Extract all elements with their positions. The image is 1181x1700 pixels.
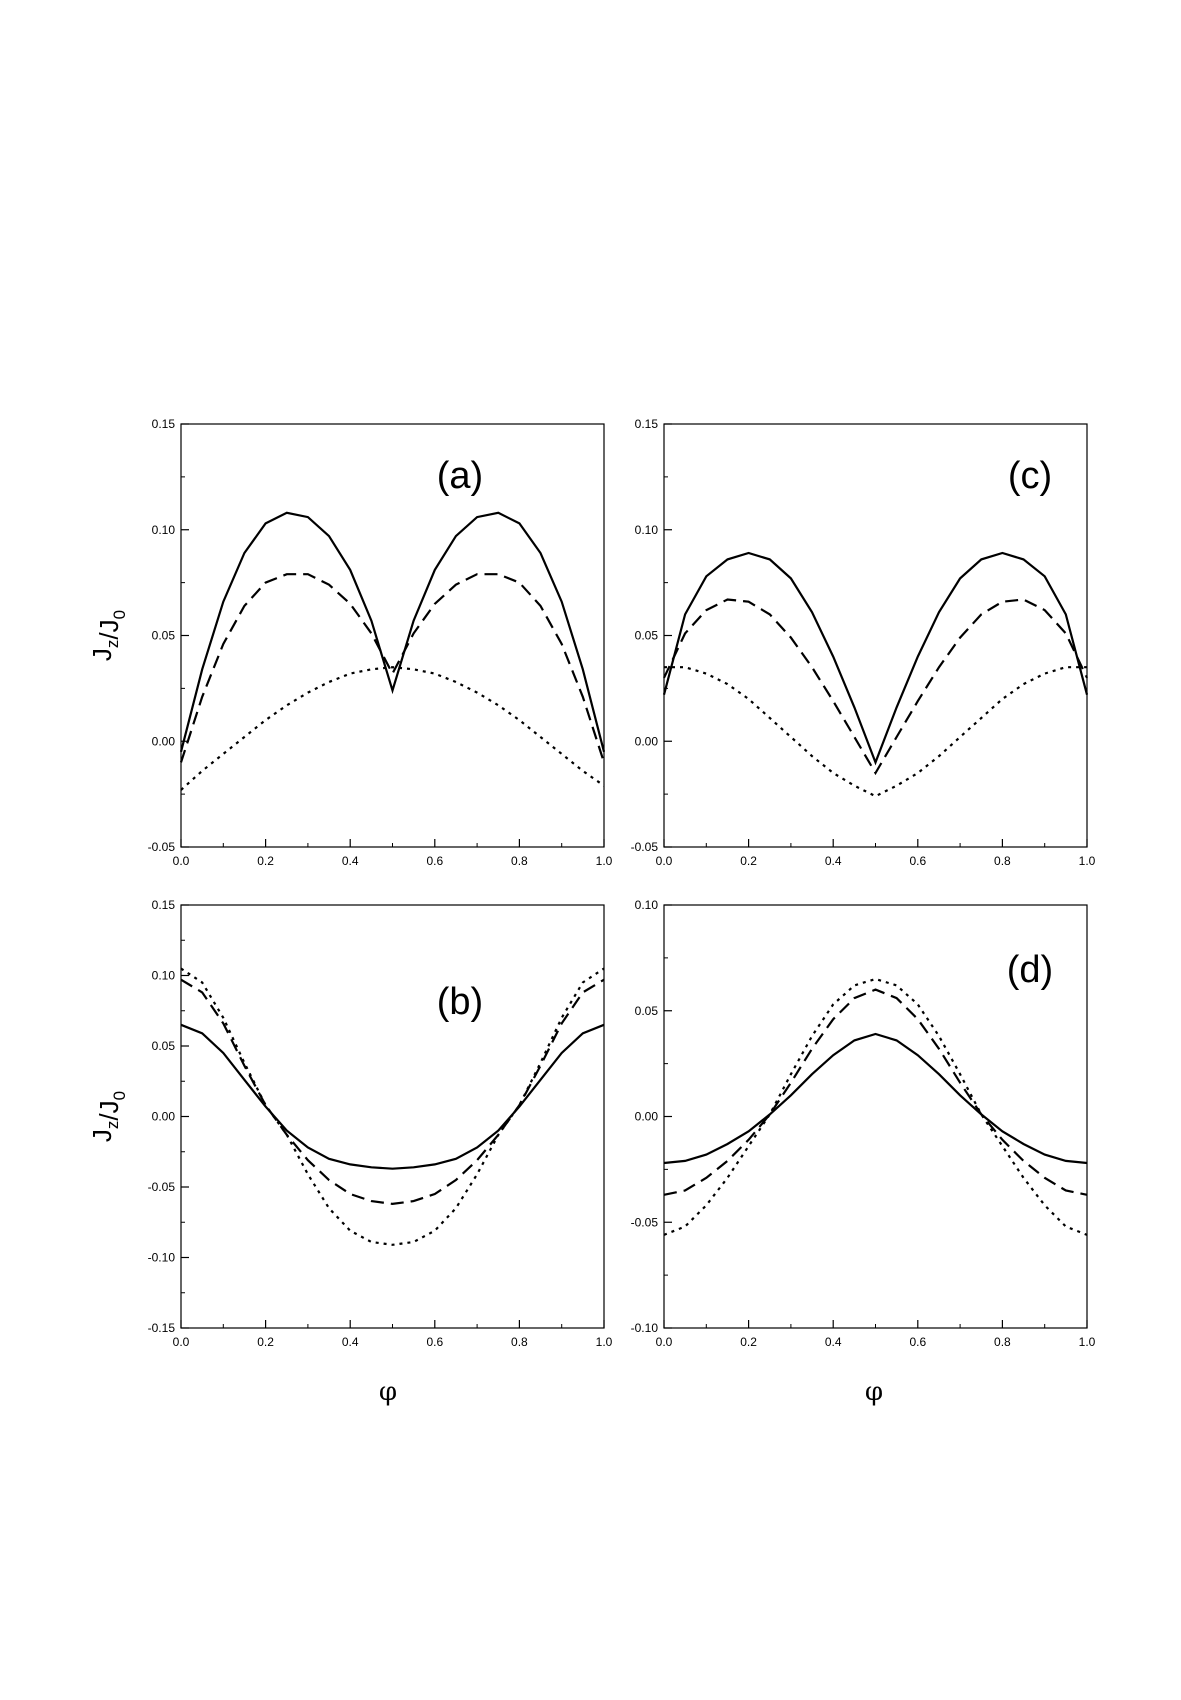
panel-c: -0.05 0.00 0.05 0.10 0.15 0.0 0.2 0.4 0.6 0.8 1.0 (… — [631, 417, 1096, 868]
panel-d: -0.10 -0.05 0.00 0.05 0.10 0.0 0.2 0.4 0.6 0.8 1.0… — [631, 898, 1096, 1407]
y-tick-label: 0.05 — [635, 1004, 659, 1018]
panel-label: (d) — [1007, 949, 1053, 991]
panel-label: (c) — [1008, 455, 1052, 497]
series-dashed — [180, 978, 605, 1206]
y-tick-label: 0.00 — [152, 1110, 176, 1124]
y-tick-label: 0.10 — [152, 523, 176, 537]
y-tick-label: 0.15 — [152, 417, 176, 431]
y-tick-label: 0.00 — [152, 734, 176, 748]
y-tick-label: -0.10 — [148, 1251, 176, 1265]
panel-label: (b) — [437, 981, 483, 1023]
x-tick-label: 0.6 — [909, 854, 926, 868]
x-tick-label: 0.2 — [257, 854, 274, 868]
y-tick-label: -0.05 — [631, 840, 659, 854]
x-tick-label: 0.8 — [511, 1335, 528, 1349]
x-tick-label: 1.0 — [1079, 854, 1096, 868]
y-tick-label: 0.05 — [152, 1039, 176, 1053]
x-tick-label: 0.4 — [825, 854, 842, 868]
y-tick-label: -0.15 — [148, 1321, 176, 1335]
y-tick-label: 0.05 — [152, 629, 176, 643]
panel-b: -0.15 -0.10 -0.05 0.00 0.05 0.10 0.15 0.0 0.2 0.4… — [87, 898, 613, 1407]
y-tick-label: -0.05 — [148, 840, 176, 854]
x-tick-label: 0.0 — [173, 1335, 190, 1349]
y-axis-title: Jz/J0 — [87, 1091, 129, 1142]
x-tick-label: 0.8 — [994, 854, 1011, 868]
y-axis-title: Jz/J0 — [87, 610, 129, 661]
series-dotted — [180, 666, 605, 791]
panel-label: (a) — [437, 455, 483, 497]
series-solid — [179, 511, 606, 753]
x-tick-label: 0.4 — [342, 854, 359, 868]
series-dashed — [663, 598, 1088, 776]
y-tick-label: 0.10 — [635, 523, 659, 537]
series-dashed — [663, 988, 1088, 1196]
y-tick-label: 0.00 — [635, 1110, 659, 1124]
x-tick-label: 0.8 — [994, 1335, 1011, 1349]
y-tick-label: 0.05 — [635, 629, 659, 643]
x-tick-label: 0.8 — [511, 854, 528, 868]
y-tick-label: 0.10 — [152, 969, 176, 983]
series-dotted — [663, 977, 1088, 1236]
x-axis-title: φ — [865, 1377, 883, 1407]
x-tick-label: 0.0 — [173, 854, 190, 868]
series-dotted — [180, 967, 605, 1246]
x-tick-label: 0.2 — [257, 1335, 274, 1349]
series-solid — [662, 551, 1089, 766]
x-tick-label: 0.0 — [656, 854, 673, 868]
y-tick-label: 0.15 — [152, 898, 176, 912]
y-tick-label: 0.15 — [635, 417, 659, 431]
x-tick-label: 0.0 — [656, 1335, 673, 1349]
y-tick-label: -0.05 — [148, 1180, 176, 1194]
x-tick-label: 0.6 — [426, 854, 443, 868]
x-tick-label: 0.4 — [825, 1335, 842, 1349]
series-dotted — [664, 666, 1087, 798]
series-solid — [663, 1032, 1088, 1165]
series-solid — [180, 1023, 605, 1170]
x-tick-label: 1.0 — [596, 1335, 613, 1349]
x-tick-label: 0.6 — [909, 1335, 926, 1349]
panel-a: -0.05 0.00 0.05 0.10 0.15 0.0 0.2 0.4 0.6 0.8 1.0 (… — [87, 417, 613, 868]
y-tick-label: -0.05 — [631, 1215, 659, 1229]
plot-frame — [180, 423, 605, 848]
x-tick-label: 0.2 — [740, 854, 757, 868]
y-tick-label: -0.10 — [631, 1321, 659, 1335]
y-tick-label: 0.10 — [635, 898, 659, 912]
x-tick-label: 0.4 — [342, 1335, 359, 1349]
y-tick-label: 0.00 — [635, 734, 659, 748]
x-tick-label: 1.0 — [1079, 1335, 1096, 1349]
x-tick-label: 0.6 — [426, 1335, 443, 1349]
x-tick-label: 0.2 — [740, 1335, 757, 1349]
x-tick-label: 1.0 — [596, 854, 613, 868]
x-axis-title: φ — [379, 1377, 397, 1407]
plot-frame — [180, 904, 605, 1329]
